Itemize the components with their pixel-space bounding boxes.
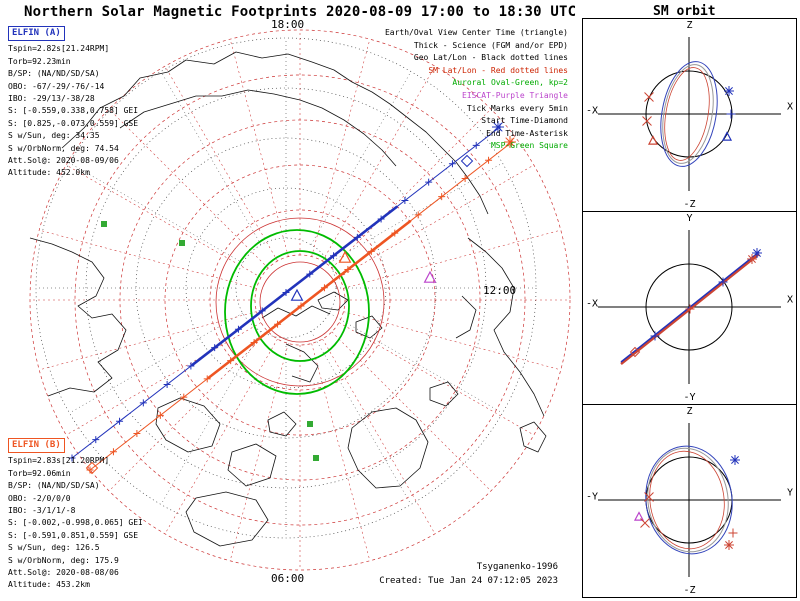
elfin-a-info-line: S: [-0.559,0.338,0.758] GEI	[8, 106, 139, 116]
elfin-b-info-line: B/SP: (NA/ND/SD/SA)	[8, 481, 100, 491]
sm-orbit-panel-yz-plot	[598, 423, 781, 577]
axis-label-top: Z	[686, 20, 693, 31]
dial-label-0600: 06:00	[271, 572, 305, 585]
elfin-a-info-line: B/SP: (NA/ND/SD/SA)	[8, 69, 100, 79]
sm-orbit-panel-xy-plot	[598, 230, 781, 384]
elfin-b-info-line: Tspin=2.83s[21.20RPM]	[8, 456, 110, 466]
polar-footprint-map	[29, 29, 571, 571]
axis-label-right: X	[786, 101, 793, 113]
elfin-a-info-line: S: [0.825,-0.073,0.559] GSE	[8, 118, 139, 128]
axis-label-top: Y	[686, 213, 693, 224]
axis-label-right: X	[786, 294, 793, 306]
legend: Earth/Oval View Center Time (triangle) Th…	[385, 27, 568, 153]
axis-label-bottom: -Z	[683, 585, 696, 596]
elfin-a-info-line: OBO: -67/-29/-76/-14	[8, 81, 105, 91]
axis-label-bottom: -Z	[683, 199, 696, 210]
legend-line: MSP-Green Square	[490, 141, 568, 151]
elfin-b-info-line: S w/Sun, deg: 126.5	[8, 543, 100, 553]
legend-line: Start Time-Diamond	[481, 116, 568, 126]
sm-orbit-panel-xy: Y -Y -X X	[582, 211, 797, 405]
elfin-b-info-line: OBO: -2/0/0/0	[8, 493, 71, 503]
elfin-a-label: ELFIN (A)	[8, 26, 65, 42]
elfin-b-info-line: S: [-0.591,0.851,0.559] GSE	[8, 530, 139, 540]
axis-label-left: -X	[586, 298, 599, 310]
elfin-b-label: ELFIN (B)	[8, 438, 65, 454]
elfin-a-info-block: ELFIN (A) Tspin=2.82s[21.24RPM] Torb=92.2…	[8, 26, 138, 180]
axis-label-top: Z	[686, 406, 693, 417]
elfin-b-info-line: Torb=92.06min	[8, 468, 71, 478]
legend-line: Earth/Oval View Center Time (triangle)	[384, 28, 568, 37]
elfin-a-info-line: S w/Sun, deg: 34.35	[8, 131, 100, 141]
elfin-a-lines: Tspin=2.82s[21.24RPM] Torb=92.23min B/SP: …	[8, 43, 138, 179]
elfin-a-info-line: Tspin=2.82s[21.24RPM]	[8, 44, 110, 54]
elfin-b-lines: Tspin=2.83s[21.20RPM] Torb=92.06min B/SP: …	[8, 455, 143, 591]
elfin-b-info-line: S w/OrbNorm, deg: 175.9	[8, 555, 119, 565]
sm-orbit-panel-xz: Z -Z -X X	[582, 18, 797, 212]
elfin-a-info-line: Att.Sol@: 2020-08-09/06	[8, 156, 119, 166]
dial-label-1800: 18:00	[271, 18, 305, 31]
legend-line: Tick Marks every 5min	[466, 103, 568, 113]
elfin-a-info-line: Torb=92.23min	[8, 56, 71, 66]
axis-label-left: -X	[586, 105, 599, 117]
created-timestamp: Created: Tue Jan 24 07:12:05 2023	[379, 576, 558, 586]
sm-orbit-title: SM orbit	[653, 4, 716, 19]
elfin-a-info-line: S w/OrbNorm, deg: 74.54	[8, 143, 119, 153]
sm-orbit-panel-xz-plot	[598, 37, 781, 191]
elfin-b-info-line: Att.Sol@: 2020-08-08/06	[8, 568, 119, 578]
legend-line: Auroral Oval-Green, kp=2	[452, 78, 568, 88]
legend-line: End Time-Asterisk	[486, 128, 568, 138]
model-label: Tsyganenko-1996	[476, 562, 558, 572]
axis-label-right: Y	[786, 487, 793, 499]
elfin-b-info-block: ELFIN (B) Tspin=2.83s[21.20RPM] Torb=92.0…	[8, 438, 143, 592]
sm-orbit-panel-yz: Z -Z -Y Y	[582, 404, 797, 598]
legend-line: EISCAT-Purple Triangle	[462, 90, 568, 100]
legend-line: Geo Lat/Lon - Black dotted lines	[413, 53, 568, 63]
legend-line: SM Lat/Lon - Red dotted lines	[428, 65, 568, 75]
elfin-b-info-line: IBO: -3/1/1/-8	[8, 506, 76, 516]
elfin-b-info-line: S: [-0.002,-0.998,0.065] GEI	[8, 518, 143, 528]
dial-label-1200: 12:00	[483, 284, 517, 297]
elfin-a-info-line: Altitude: 452.0km	[8, 168, 90, 178]
footer: Tsyganenko-1996 Created: Tue Jan 24 07:1…	[379, 560, 558, 588]
legend-line: Thick - Science (FGM and/or EPD)	[413, 40, 568, 50]
axis-label-bottom: -Y	[683, 392, 696, 403]
axis-label-left: -Y	[586, 491, 599, 503]
page-title: Northern Solar Magnetic Footprints 2020-…	[24, 4, 577, 20]
elfin-a-info-line: IBO: -29/13/-38/28	[8, 94, 95, 104]
elfin-b-info-line: Altitude: 453.2km	[8, 580, 90, 590]
